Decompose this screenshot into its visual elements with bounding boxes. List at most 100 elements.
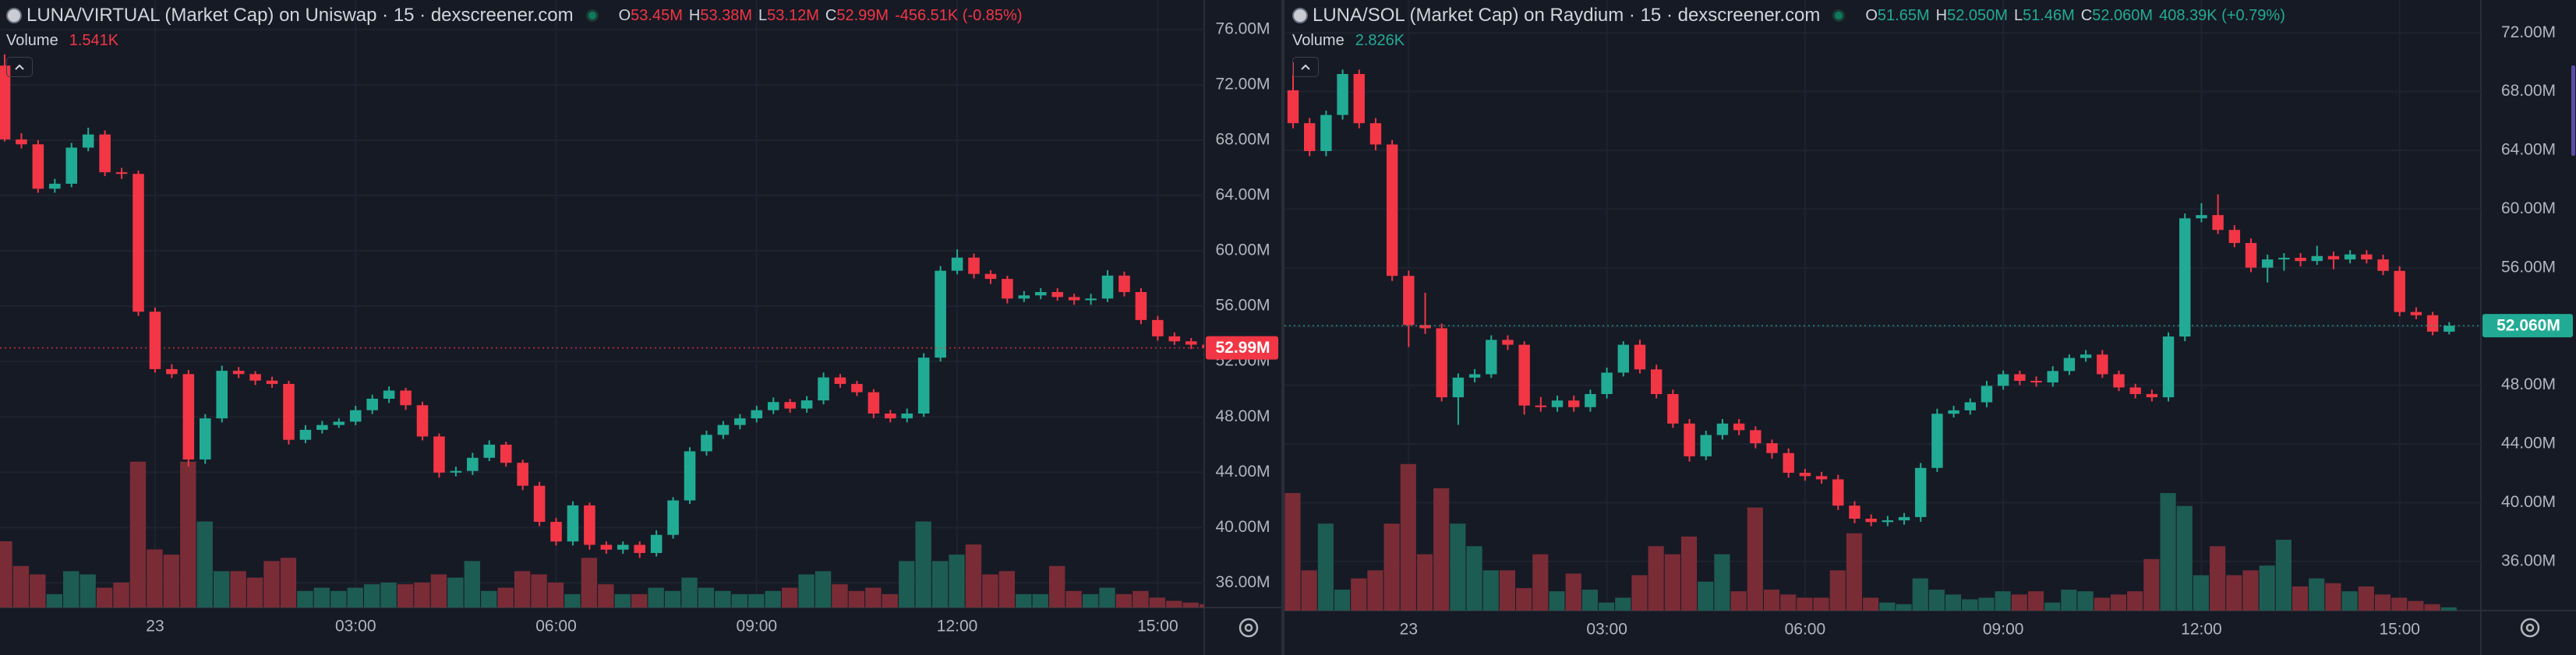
candle-body	[2245, 242, 2257, 268]
volume-bar	[1367, 570, 1383, 611]
volume-bar	[1945, 594, 1962, 611]
candle-body	[1369, 123, 1382, 145]
candle-body	[751, 410, 763, 419]
settings-button[interactable]	[1239, 618, 1259, 638]
volume-bar	[1813, 597, 1829, 611]
volume-bar	[1532, 554, 1549, 611]
x-tick-label: 23	[146, 618, 164, 636]
y-tick-label: 44.00M	[2501, 435, 2556, 453]
volume-bar	[1499, 570, 1516, 611]
ohlc-key: L	[758, 6, 768, 24]
scrollbar[interactable]	[2571, 65, 2575, 156]
volume-bar	[1301, 570, 1317, 611]
volume-bar	[214, 571, 230, 607]
candle-body	[968, 257, 980, 274]
volume-label: Volume	[1292, 31, 1345, 49]
volume-value: 2.826K	[1355, 31, 1405, 49]
volume-bar	[1962, 599, 1978, 611]
ohlc-value: 53.38M	[700, 6, 753, 24]
candle-body	[1981, 386, 1993, 403]
volume-bar	[2341, 591, 2358, 611]
volume-bar	[380, 582, 397, 607]
y-tick-label: 36.00M	[2501, 551, 2556, 569]
y-tick-label: 40.00M	[1215, 518, 1270, 536]
chart-title: LUNA/VIRTUAL (Market Cap) on Uniswap · 1…	[27, 5, 574, 26]
candle-body	[266, 380, 278, 384]
volume-bar	[865, 587, 882, 607]
candle-body	[984, 273, 997, 280]
volume-bar	[564, 593, 581, 607]
volume-bar	[12, 565, 30, 607]
candle-body	[1815, 476, 1828, 480]
candle-body	[500, 444, 512, 463]
candle-body	[1799, 472, 1811, 477]
ohlc-value: 52.050M	[1947, 6, 2008, 24]
volume-bar	[129, 461, 147, 607]
header-row: LUNA/VIRTUAL (Market Cap) on Uniswap · 1…	[6, 3, 1022, 28]
candle-body	[2162, 336, 2175, 398]
candle-body	[1601, 372, 1613, 394]
plot-area	[0, 0, 1204, 607]
volume-bar	[63, 571, 80, 607]
last-price-label: 52.060M	[2496, 317, 2560, 335]
settings-button[interactable]	[2520, 618, 2540, 638]
volume-bar	[1166, 600, 1182, 607]
volume-bar	[2358, 586, 2374, 611]
chart-title: LUNA/SOL (Market Cap) on Raydium · 15 · …	[1313, 5, 1821, 26]
volume-bar	[1549, 591, 1565, 611]
candle-body	[800, 400, 813, 409]
volume-bar	[1863, 597, 1879, 611]
candle-body	[1865, 518, 1877, 523]
volume-bar	[196, 521, 213, 607]
ohlc-value: 53.45M	[631, 6, 683, 24]
y-tick-label: 68.00M	[2501, 82, 2556, 100]
candle-body	[199, 418, 211, 460]
candle-body	[2129, 387, 2141, 394]
volume-bar	[1383, 523, 1400, 611]
volume-bar	[30, 574, 46, 607]
chart-header: LUNA/VIRTUAL (Market Cap) on Uniswap · 1…	[6, 3, 1022, 78]
volume-bar	[748, 593, 765, 607]
volume-bar	[280, 558, 297, 607]
price-change: 408.39K (+0.79%)	[2159, 6, 2285, 24]
volume-bar	[2143, 558, 2160, 611]
candle-body	[2014, 374, 2026, 381]
volume-bar	[1416, 554, 1433, 611]
candle-body	[1733, 423, 1745, 431]
volume-bar	[798, 574, 814, 607]
volume-label: Volume	[6, 31, 58, 49]
volume-bar	[2374, 594, 2391, 611]
candle-body	[383, 390, 395, 399]
candle-body	[249, 374, 261, 381]
volume-bar	[1747, 507, 1763, 611]
volume-bar	[2094, 597, 2110, 611]
candle-body	[283, 383, 295, 440]
volume-bar	[1149, 597, 1166, 607]
candle-body	[2327, 255, 2340, 260]
volume-bar	[80, 574, 96, 607]
candle-body	[2212, 215, 2224, 231]
volume-bar	[765, 590, 781, 607]
ohlc-key: L	[2013, 6, 2023, 24]
candle-body	[901, 413, 913, 419]
volume-bar	[1714, 554, 1730, 611]
x-tick-label: 09:00	[1983, 621, 2024, 639]
candle-body	[1931, 414, 1943, 468]
volume-bar	[2027, 591, 2044, 611]
volume-bar	[2408, 600, 2424, 611]
candle-body	[467, 457, 479, 471]
candle-body	[634, 544, 646, 554]
candle-body	[2179, 218, 2191, 337]
candle-body	[16, 139, 27, 145]
candle-body	[366, 398, 378, 410]
header-row: LUNA/SOL (Market Cap) on Raydium · 15 · …	[1292, 3, 2285, 28]
candle-body	[784, 402, 796, 409]
volume-bar	[664, 590, 681, 607]
volume-bar	[0, 541, 12, 607]
chevron-icon	[15, 64, 24, 70]
collapse-button[interactable]	[6, 57, 33, 77]
collapse-button[interactable]	[1292, 57, 1319, 77]
candle-body	[2278, 258, 2290, 260]
volume-bar	[1698, 581, 1714, 611]
